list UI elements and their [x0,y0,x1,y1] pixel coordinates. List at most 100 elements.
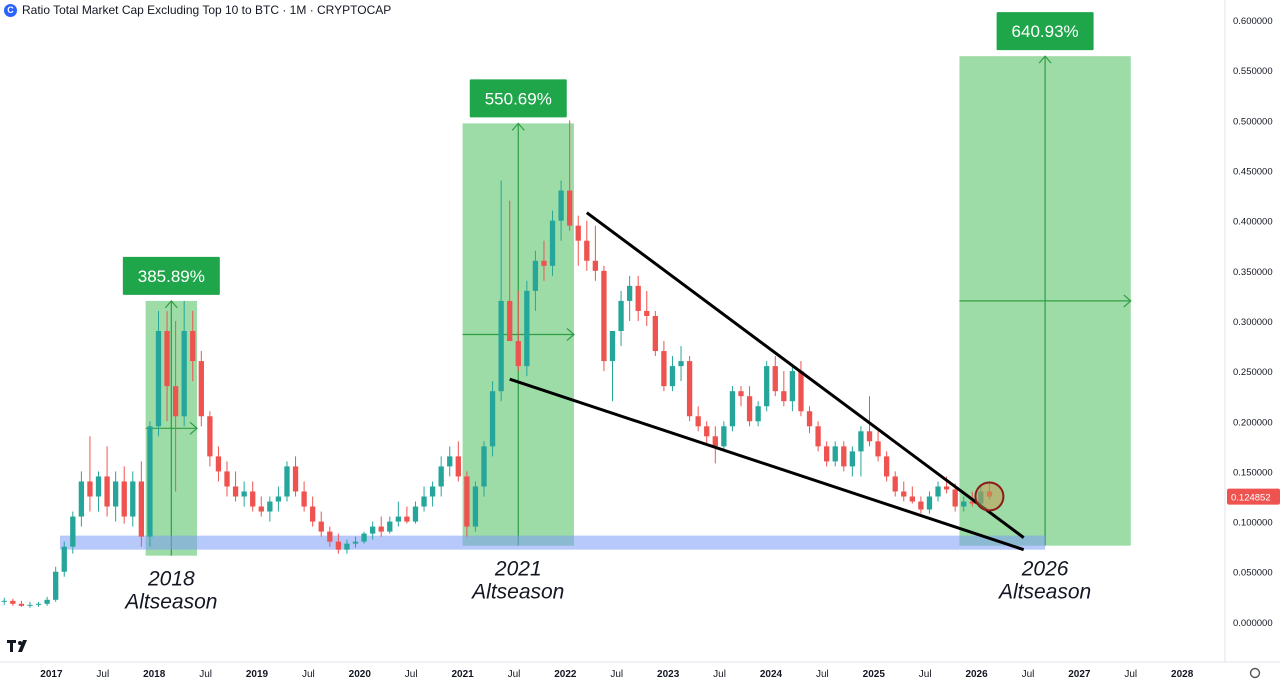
season-year-label: 2026 [1021,558,1069,581]
candle-body [618,300,624,331]
candle-body [772,366,778,392]
x-tick-label: Jul [302,669,315,680]
x-tick-label: Jul [1124,669,1137,680]
candle-body [27,604,33,606]
coin-icon: C [4,3,17,17]
y-tick-label: 0.100000 [1233,518,1273,529]
candle-body [147,426,153,537]
candle-body [943,486,950,490]
candle-body [53,571,59,600]
candle-body [909,496,915,502]
zone-arrow-icon [1038,55,1052,64]
zone-arrow-icon [566,328,575,341]
x-tick-label: 2022 [554,669,577,680]
candle-body [498,300,504,392]
candle-body [866,431,873,442]
x-tick-label: Jul [405,669,418,680]
candle-body [567,190,573,226]
y-tick-label: 0.200000 [1233,417,1273,428]
x-tick-label: 2023 [657,669,680,680]
candle-body [378,526,384,532]
candle-body [455,456,461,477]
candle-body [626,285,633,301]
candle-body [70,516,76,547]
candle-body [18,603,25,606]
candle-body [601,270,607,362]
percent-badge [122,256,220,295]
percent-badge [469,79,567,118]
candle-body [292,466,299,492]
candle-body [438,466,444,487]
candle-body [584,240,590,261]
candle-body [652,315,658,352]
candle-body [87,481,93,497]
candle-body [824,446,830,462]
candle-body [207,416,213,457]
candle-body [781,391,787,402]
candle-body [935,486,941,497]
candle-body [301,491,307,507]
candle-body [258,506,264,512]
candle-body [412,506,419,522]
y-tick-label: 0.300000 [1233,317,1273,328]
last-price-label: 0.124852 [1231,493,1271,504]
candle-body [926,496,933,510]
candle-body [429,486,436,497]
candle-body [858,431,864,452]
candle-body [592,260,599,271]
x-tick-label: 2020 [349,669,372,680]
x-tick-label: 2017 [40,669,63,680]
candle-body [404,516,410,522]
candle-body [721,426,727,447]
candle-body [275,496,282,502]
settings-gear-icon [1249,667,1261,679]
candle-body [549,220,556,266]
candle-body [472,486,479,527]
candle-body [489,391,496,447]
y-tick-label: 0.250000 [1233,367,1273,378]
wedge-lower-line [509,377,1025,552]
candle-body [421,496,427,507]
x-tick-label: Jul [610,669,623,680]
candle-body [190,331,196,362]
wedge-upper-line [585,211,1025,539]
candle-body [61,546,67,572]
candle-body [78,481,85,517]
candle-body [789,371,796,402]
candle-body [121,481,127,517]
candle-body [798,371,804,412]
candle-body [815,426,821,447]
zone-arrow-icon [1123,294,1132,308]
percent-label: 640.93% [1012,22,1079,41]
candle-body [387,521,393,532]
candle-body [250,491,256,507]
candle-body [35,603,42,605]
candle-body [918,501,924,510]
candle-body [507,300,513,342]
x-tick-label: 2028 [1171,669,1194,680]
candle-body [541,260,547,266]
candle-body [669,366,676,387]
x-tick-label: 2026 [965,669,988,680]
candle-body [678,361,684,367]
x-tick-label: Jul [199,669,212,680]
candle-body [172,386,179,417]
candle-body [241,491,247,497]
candle-body [215,456,222,472]
candle-body [352,541,359,544]
x-tick-label: 2024 [760,669,783,680]
candle-body [661,351,667,387]
x-tick-label: 2021 [451,669,474,680]
candle-body [635,285,641,311]
candle-body [644,310,650,316]
season-name-label: Altseason [123,591,217,614]
candle-body [130,481,136,517]
candle-body [44,599,50,604]
percent-badge [996,12,1094,51]
candle-body [335,541,342,550]
candle-body [901,491,907,497]
candle-body [104,476,110,507]
candle-body [155,331,162,427]
candle-body [164,331,170,387]
